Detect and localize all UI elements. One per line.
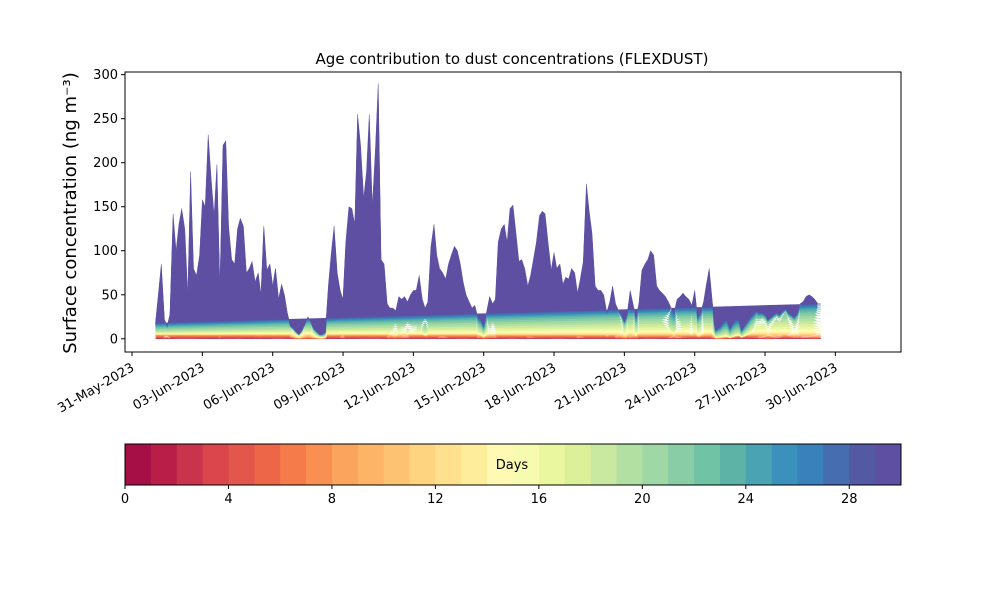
colorbar-tick-label: 8	[328, 492, 336, 507]
colorbar-label: Days	[496, 458, 529, 473]
y-tick-label: 100	[93, 244, 118, 259]
colorbar-segment	[823, 444, 850, 485]
colorbar-segment	[150, 444, 178, 485]
x-axis: 31-May-202303-Jun-202306-Jun-202309-Jun-…	[55, 352, 840, 416]
stacked-areas	[155, 83, 821, 340]
colorbar-segment	[331, 444, 359, 485]
colorbar-segment	[228, 444, 255, 485]
colorbar-segment	[538, 444, 566, 485]
y-axis: 0 50 100 150 200 250 300	[93, 68, 125, 347]
y-tick-label: 50	[101, 288, 118, 303]
y-tick-label: 200	[93, 156, 118, 171]
y-tick-label: 250	[93, 112, 118, 127]
colorbar-segment	[590, 444, 617, 485]
colorbar-tick-label: 12	[427, 492, 444, 507]
colorbar-segment	[771, 444, 799, 485]
colorbar-segment	[745, 444, 773, 485]
y-tick-label: 0	[110, 332, 118, 347]
x-tick-label: 03-Jun-2023	[131, 360, 208, 413]
colorbar-tick-label: 0	[121, 492, 129, 507]
y-tick-label: 300	[93, 68, 118, 83]
colorbar-segment	[202, 444, 229, 485]
colorbar-segment	[306, 444, 333, 485]
x-tick-label: 30-Jun-2023	[764, 360, 841, 413]
colorbar-tick-label: 4	[224, 492, 232, 507]
axes-frame	[124, 71, 902, 353]
colorbar-segment	[357, 444, 385, 485]
colorbar-frame	[124, 443, 902, 486]
colorbar-segment	[435, 444, 462, 485]
colorbar-tick-label: 20	[634, 492, 651, 507]
colorbar-segment	[642, 444, 669, 485]
colorbar-segment	[616, 444, 643, 485]
colorbar-tick-label: 28	[841, 492, 858, 507]
colorbar: Days 0 4 8 12 16 20 24 28	[121, 443, 902, 507]
colorbar-segment	[875, 444, 902, 485]
colorbar-segment	[461, 444, 488, 485]
colorbar-ticks: 0 4 8 12 16 20 24 28	[121, 485, 858, 507]
x-tick-label: 09-Jun-2023	[271, 360, 348, 413]
colorbar-segment	[719, 444, 747, 485]
x-tick-label: 12-Jun-2023	[342, 360, 419, 413]
x-tick-label: 15-Jun-2023	[412, 360, 489, 413]
colorbar-segment	[564, 444, 592, 485]
colorbar-tick-label: 16	[531, 492, 548, 507]
colorbar-segment	[487, 444, 514, 485]
x-tick-label: 21-Jun-2023	[553, 360, 630, 413]
x-tick-label: 27-Jun-2023	[693, 360, 770, 413]
y-tick-label: 150	[93, 200, 118, 215]
colorbar-segment	[383, 444, 411, 485]
colorbar-segment	[694, 444, 721, 485]
colorbar-segment	[125, 444, 152, 485]
colorbar-segment	[797, 444, 824, 485]
colorbar-segment	[668, 444, 695, 485]
colorbar-segment	[254, 444, 281, 485]
y-axis-label: Surface concentration (ng m⁻³)	[60, 72, 81, 354]
area-age-class-29	[155, 83, 821, 335]
x-tick-label: 18-Jun-2023	[482, 360, 559, 413]
x-tick-label: 06-Jun-2023	[201, 360, 278, 413]
colorbar-segment	[849, 444, 876, 485]
colorbar-segment	[176, 444, 204, 485]
colorbar-tick-label: 24	[738, 492, 755, 507]
x-tick-label: 31-May-2023	[55, 360, 137, 416]
plot-area	[124, 71, 902, 353]
x-tick-label: 24-Jun-2023	[623, 360, 700, 413]
colorbar-segment	[280, 444, 307, 485]
colorbar-segment	[409, 444, 436, 485]
chart-title: Age contribution to dust concentrations …	[316, 50, 709, 68]
colorbar-segment	[513, 444, 540, 485]
